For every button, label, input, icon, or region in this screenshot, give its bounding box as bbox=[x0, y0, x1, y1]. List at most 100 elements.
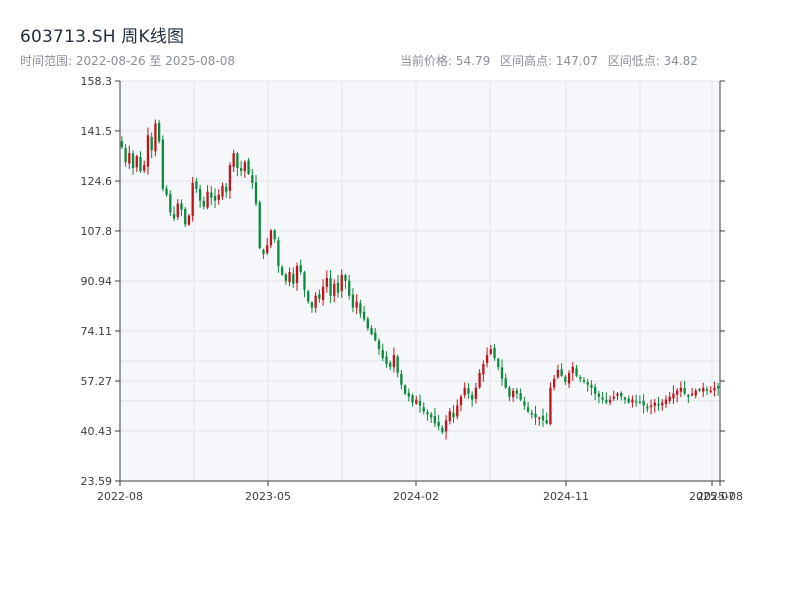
candle-body bbox=[553, 378, 556, 388]
candle-body bbox=[377, 340, 381, 350]
candle-body bbox=[157, 122, 161, 142]
candle-body bbox=[165, 188, 168, 195]
candle-body bbox=[143, 165, 146, 171]
candle-body bbox=[146, 135, 150, 167]
candle-body bbox=[266, 245, 269, 253]
candle-body bbox=[452, 412, 455, 418]
candle-body bbox=[407, 392, 410, 397]
candle-body bbox=[239, 168, 243, 171]
candle-body bbox=[195, 181, 198, 189]
candle-body bbox=[586, 382, 589, 385]
candle-body bbox=[605, 399, 608, 403]
candle-body bbox=[288, 271, 291, 283]
candle-body bbox=[538, 417, 541, 419]
y-tick-label: 107.8 bbox=[81, 225, 113, 238]
candle-body bbox=[191, 182, 194, 216]
candle-body bbox=[198, 188, 202, 201]
candle-body bbox=[493, 347, 496, 359]
candle-body bbox=[154, 123, 157, 152]
candle-body bbox=[284, 274, 287, 281]
candle-body bbox=[463, 387, 466, 395]
candle-body bbox=[292, 273, 295, 284]
candle-body bbox=[504, 378, 507, 388]
candle-body bbox=[534, 413, 537, 418]
candle-body bbox=[679, 387, 683, 392]
candle-body bbox=[683, 388, 686, 394]
candle-body bbox=[124, 148, 127, 163]
candle-body bbox=[236, 153, 239, 169]
candle-body bbox=[675, 390, 679, 395]
candle-body bbox=[471, 395, 474, 400]
candle-body bbox=[232, 153, 235, 167]
candle-body bbox=[500, 367, 504, 379]
candle-body bbox=[530, 412, 533, 415]
candle-body bbox=[616, 393, 619, 396]
candle-body bbox=[668, 396, 671, 402]
candle-body bbox=[243, 162, 246, 172]
candle-body bbox=[258, 202, 261, 249]
candle-body bbox=[608, 399, 612, 403]
candle-body bbox=[601, 397, 604, 400]
candle-body bbox=[646, 406, 649, 409]
candle-body bbox=[523, 401, 526, 406]
candle-body bbox=[370, 328, 373, 335]
candle-body bbox=[575, 368, 578, 376]
candle-body bbox=[485, 355, 489, 364]
candle-body bbox=[567, 372, 571, 384]
candle-body bbox=[403, 385, 407, 394]
stats-bar: 当前价格: 54.79 区间高点: 147.07 区间低点: 34.82 bbox=[400, 52, 704, 69]
candle-body bbox=[512, 390, 515, 398]
candle-body bbox=[221, 185, 224, 197]
candle-body bbox=[169, 193, 172, 213]
candle-body bbox=[672, 393, 675, 399]
candle-body bbox=[497, 358, 500, 367]
candle-body bbox=[280, 267, 284, 275]
candle-body bbox=[541, 415, 545, 421]
candle-body bbox=[180, 203, 183, 210]
candle-body bbox=[582, 380, 586, 382]
candle-body bbox=[128, 153, 131, 164]
candle-body bbox=[560, 369, 563, 376]
candle-body bbox=[392, 355, 396, 368]
candle-body bbox=[508, 387, 511, 397]
candle-body bbox=[437, 421, 440, 427]
candle-body bbox=[213, 196, 217, 201]
candle-body bbox=[474, 387, 478, 399]
candle-body bbox=[634, 401, 638, 403]
candle-body bbox=[351, 294, 355, 308]
x-tick-label: 2024-11 bbox=[543, 490, 589, 503]
candle-body bbox=[254, 182, 258, 204]
x-tick-label: 2025-07 bbox=[689, 490, 735, 503]
candle-body bbox=[705, 389, 709, 391]
candle-body bbox=[210, 192, 213, 198]
candle-body bbox=[385, 356, 388, 364]
candle-body bbox=[277, 240, 280, 266]
y-tick-label: 124.6 bbox=[81, 175, 113, 188]
candle-body bbox=[594, 387, 597, 394]
candle-body bbox=[482, 363, 485, 375]
candle-body bbox=[202, 200, 206, 207]
candle-body bbox=[564, 376, 567, 382]
y-tick-label: 74.11 bbox=[81, 325, 113, 338]
candle-body bbox=[545, 420, 548, 424]
candle-body bbox=[444, 420, 448, 432]
candle-body bbox=[273, 230, 276, 240]
candle-body bbox=[381, 350, 384, 359]
y-tick-label: 40.43 bbox=[81, 425, 113, 438]
candle-body bbox=[620, 392, 623, 397]
candle-body bbox=[139, 157, 142, 171]
y-tick-label: 57.27 bbox=[81, 375, 113, 388]
candle-body bbox=[359, 303, 362, 314]
candle-body bbox=[638, 401, 642, 403]
candle-body bbox=[579, 377, 582, 379]
y-tick-label: 23.59 bbox=[81, 475, 113, 488]
candle-body bbox=[571, 366, 574, 373]
candle-body bbox=[336, 282, 340, 293]
candle-body bbox=[348, 280, 351, 296]
candle-body bbox=[549, 387, 552, 425]
candle-body bbox=[333, 283, 336, 296]
stat-range-high: 区间高点: 147.07 bbox=[500, 54, 598, 68]
candle-body bbox=[489, 349, 492, 354]
candle-body bbox=[430, 414, 433, 418]
